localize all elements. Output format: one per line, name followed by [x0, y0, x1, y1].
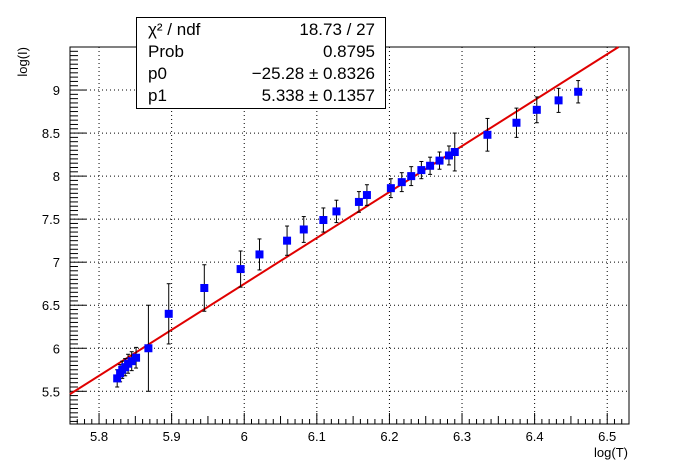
data-point: [354, 197, 363, 206]
stats-row-chi2: χ² / ndf 18.73 / 27: [137, 20, 385, 42]
tick-labels: 5.8 5.9 6 6.1 6.2 6.3 6.4 6.5 5.5 6 6.5 7 7.5 8 8.5 9: [42, 83, 616, 444]
axis-ticks: [70, 50, 630, 424]
chi2-label: χ² / ndf: [148, 20, 201, 39]
data-point: [132, 353, 141, 362]
grid: [70, 47, 629, 424]
x-tick-label: 6.5: [598, 429, 616, 444]
data-point: [532, 105, 541, 114]
y-tick-label: 6: [53, 341, 60, 356]
stats-row-p1: p1 5.338 ± 0.1357: [137, 86, 385, 108]
data-points: [113, 87, 583, 383]
x-tick-label: 6.4: [526, 429, 544, 444]
fit-line: [69, 46, 620, 395]
p0-label: p0: [148, 64, 167, 83]
data-point: [554, 96, 563, 105]
prob-label: Prob: [148, 42, 184, 61]
x-tick-label: 6: [241, 429, 248, 444]
p1-label: p1: [148, 86, 167, 105]
data-point: [144, 344, 153, 353]
data-point: [283, 236, 292, 245]
data-point: [450, 148, 459, 157]
data-point: [574, 87, 583, 96]
data-point: [417, 166, 426, 175]
x-tick-label: 5.9: [163, 429, 181, 444]
prob-value: 0.8795: [323, 42, 375, 61]
y-tick-label: 8: [53, 169, 60, 184]
chi2-value: 18.73 / 27: [299, 20, 375, 39]
data-point: [386, 184, 395, 193]
data-point: [113, 374, 122, 383]
data-point: [426, 161, 435, 170]
y-tick-label: 5.5: [42, 384, 60, 399]
data-point: [483, 130, 492, 139]
y-tick-label: 7: [53, 255, 60, 270]
x-tick-label: 6.1: [308, 429, 326, 444]
data-point: [512, 118, 521, 127]
data-point: [319, 216, 328, 225]
data-point: [332, 207, 341, 216]
y-tick-label: 6.5: [42, 298, 60, 313]
data-point: [435, 156, 444, 165]
data-point: [397, 178, 406, 187]
p0-value: −25.28 ± 0.8326: [251, 64, 375, 83]
x-tick-label: 6.2: [380, 429, 398, 444]
fit-stats-box: χ² / ndf 18.73 / 27 Prob 0.8795 p0 −25.2…: [136, 17, 386, 109]
data-point: [200, 284, 209, 293]
data-point: [407, 172, 416, 181]
data-point: [127, 357, 136, 366]
data-point: [164, 309, 173, 318]
data-point: [299, 225, 308, 234]
y-tick-label: 7.5: [42, 212, 60, 227]
data-point: [444, 151, 453, 160]
x-axis-label: log(T): [594, 445, 628, 460]
x-tick-label: 5.8: [90, 429, 108, 444]
stats-row-p0: p0 −25.28 ± 0.8326: [137, 64, 385, 86]
data-point: [362, 191, 371, 200]
y-tick-label: 9: [53, 83, 60, 98]
data-point: [236, 265, 245, 274]
stats-row-prob: Prob 0.8795: [137, 42, 385, 64]
y-tick-label: 8.5: [42, 126, 60, 141]
x-tick-label: 6.3: [453, 429, 471, 444]
y-axis-label: log(I): [15, 47, 30, 77]
error-bars: [115, 80, 581, 392]
data-point: [255, 250, 264, 259]
p1-value: 5.338 ± 0.1357: [261, 86, 375, 105]
